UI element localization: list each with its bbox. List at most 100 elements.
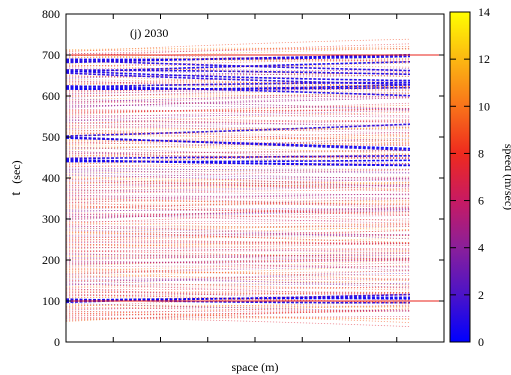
vehicle-trajectory <box>66 96 411 109</box>
vehicle-trajectory <box>66 276 411 289</box>
vehicle-trajectory <box>66 46 411 52</box>
vehicle-trajectory <box>66 224 411 234</box>
vehicle-trajectory <box>66 121 411 131</box>
vehicle-trajectory <box>66 256 411 259</box>
vehicle-trajectory <box>66 225 411 236</box>
panel-annotation: (j) 2030 <box>130 26 168 40</box>
vehicle-trajectory <box>66 258 411 263</box>
vehicle-trajectory <box>66 171 411 179</box>
vehicle-trajectory <box>66 288 411 301</box>
vehicle-trajectory <box>66 260 411 271</box>
vehicle-trajectory <box>66 252 411 262</box>
vehicle-trajectory <box>66 213 411 224</box>
vehicle-trajectory <box>66 215 411 218</box>
vehicle-trajectory <box>66 304 411 308</box>
x-axis-title: space (m) <box>232 360 279 374</box>
plot-area: 0 100 200 300 400 500 600 700 800 <box>42 7 445 349</box>
vehicle-trajectory <box>66 68 411 77</box>
vehicle-trajectory <box>66 142 411 146</box>
vehicle-trajectory <box>66 131 411 136</box>
vehicle-trajectory <box>66 185 411 193</box>
vehicle-trajectory <box>66 167 411 173</box>
vehicle-trajectory <box>66 104 411 116</box>
vehicle-trajectory <box>66 265 411 275</box>
vehicle-trajectory <box>66 279 411 282</box>
vehicle-trajectory <box>66 267 411 282</box>
y-tick-label: 800 <box>42 7 60 21</box>
vehicle-trajectory <box>66 296 411 303</box>
vehicle-trajectory <box>66 48 411 55</box>
colorbar-tick-label: 6 <box>478 194 484 208</box>
vehicle-trajectory <box>66 54 411 63</box>
vehicle-trajectory <box>66 64 411 77</box>
vehicle-trajectory <box>66 250 411 261</box>
vehicle-trajectory <box>66 129 411 142</box>
vehicle-trajectory <box>66 307 411 312</box>
vehicle-trajectory <box>66 310 411 323</box>
x-axis-ticks <box>112 14 398 342</box>
vehicle-trajectory <box>66 310 411 313</box>
y-tick-label: 300 <box>42 212 60 226</box>
y-axis-title: t (sec) <box>9 160 24 195</box>
vehicle-trajectory <box>66 278 411 285</box>
vehicle-trajectory <box>66 290 411 294</box>
colorbar-tick-label: 12 <box>478 52 490 66</box>
colorbar-tick-label: 2 <box>478 288 484 302</box>
colorbar: 0 2 4 6 8 10 12 14 speed (m/sec) <box>449 5 511 349</box>
colorbar-tick-label: 8 <box>478 146 484 160</box>
vehicle-trajectory <box>66 169 411 174</box>
vehicle-trajectory <box>66 194 411 207</box>
colorbar-gradient <box>449 11 471 343</box>
vehicle-trajectory <box>66 265 411 268</box>
vehicle-trajectory <box>66 189 411 194</box>
vehicle-trajectory <box>66 93 411 101</box>
vehicle-trajectory <box>66 227 411 240</box>
vehicle-trajectory <box>66 145 411 155</box>
y-axis-ticks: 0 100 200 300 400 500 600 700 800 <box>42 7 444 349</box>
vehicle-trajectory <box>66 47 411 51</box>
vehicle-trajectory <box>66 152 411 159</box>
vehicle-trajectory <box>66 304 411 315</box>
vehicle-trajectory <box>66 52 411 63</box>
vehicle-trajectory <box>66 170 411 174</box>
y-tick-label: 700 <box>42 48 60 62</box>
vehicle-trajectory <box>66 291 411 295</box>
vehicle-trajectory <box>66 182 411 188</box>
y-tick-label: 0 <box>54 335 60 349</box>
vehicle-trajectory <box>66 80 411 89</box>
vehicle-trajectory <box>66 127 411 129</box>
vehicle-trajectory <box>66 174 411 188</box>
vehicle-trajectory <box>66 119 411 127</box>
vehicle-trajectory <box>66 317 411 320</box>
vehicle-trajectory <box>66 168 411 180</box>
vehicle-trajectory <box>66 211 411 216</box>
vehicle-trajectory <box>66 195 411 199</box>
vehicle-trajectory <box>66 212 411 222</box>
vehicle-trajectory <box>66 56 411 62</box>
vehicle-trajectory <box>66 83 411 88</box>
vehicle-trajectory <box>66 142 411 149</box>
vehicle-trajectory <box>66 202 411 205</box>
colorbar-tick-label: 10 <box>478 99 490 113</box>
y-tick-label: 500 <box>42 130 60 144</box>
vehicle-trajectory <box>66 74 411 88</box>
vehicle-trajectory <box>66 204 411 216</box>
vehicle-trajectory <box>66 209 411 218</box>
vehicle-trajectory <box>66 242 411 247</box>
trajectory-layer <box>66 38 411 327</box>
vehicle-trajectory <box>66 293 411 304</box>
vehicle-trajectory <box>66 230 411 244</box>
vehicle-trajectory <box>66 85 411 97</box>
vehicle-trajectory <box>66 208 411 211</box>
vehicle-trajectory <box>66 270 411 273</box>
vehicle-trajectory <box>66 249 411 252</box>
vehicle-trajectory <box>66 175 411 182</box>
vehicle-trajectory <box>66 188 411 196</box>
colorbar-tick-label: 14 <box>478 5 490 19</box>
vehicle-trajectory <box>66 272 411 286</box>
y-tick-label: 600 <box>42 89 60 103</box>
vehicle-trajectory <box>66 282 411 295</box>
colorbar-tick-label: 4 <box>478 241 484 255</box>
vehicle-trajectory <box>66 59 411 72</box>
vehicle-trajectory <box>66 70 411 82</box>
